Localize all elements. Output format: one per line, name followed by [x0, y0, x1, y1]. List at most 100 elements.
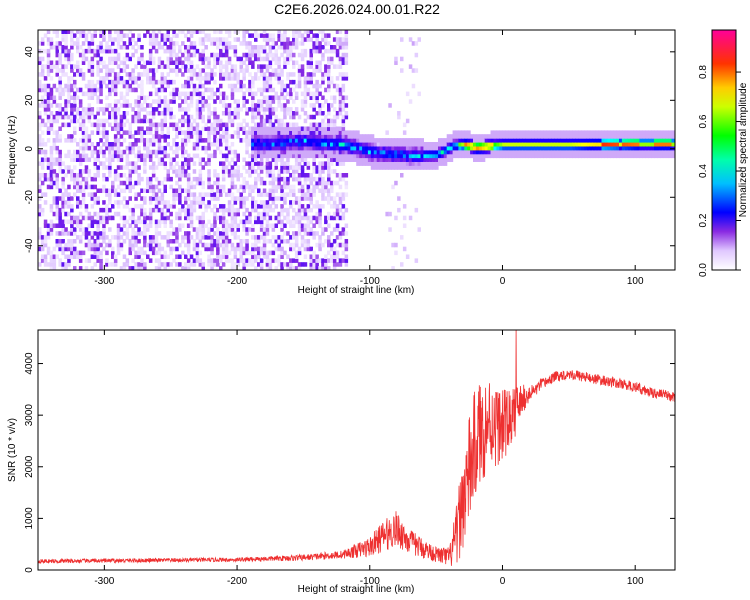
spectrogram-cell [70, 118, 74, 124]
spectrogram-cell [668, 153, 673, 159]
spectrogram-cell [108, 149, 112, 155]
spectrogram-cell [230, 72, 235, 77]
spectrogram-cell [242, 126, 246, 131]
spectrogram-cell [341, 134, 346, 139]
spectrogram-cell [493, 153, 497, 159]
spectrogram-cell [40, 37, 45, 42]
spectrogram-cell [341, 204, 346, 209]
spectrogram-cell [58, 262, 62, 267]
spectrogram-cell [84, 83, 89, 89]
spectrogram-cell [356, 145, 360, 151]
spectrogram-cell [73, 64, 77, 69]
spectrogram-cell [350, 145, 354, 151]
spectrogram-cell [67, 95, 71, 100]
spectrogram-cell [318, 103, 322, 108]
spectrogram-cell [265, 126, 270, 131]
spectrogram-cell [248, 48, 252, 54]
spectrogram-cell [280, 227, 284, 232]
spectrogram-cell [248, 219, 252, 225]
spectrogram-cell [96, 254, 100, 259]
spectrogram-cell [575, 134, 579, 139]
spectrogram-cell [411, 145, 416, 151]
spectrogram-cell [411, 165, 416, 170]
spectrogram-cell [163, 64, 167, 69]
spectrogram-cell [55, 196, 59, 201]
spectrogram-cell [651, 149, 655, 155]
spectrogram-cell [201, 37, 205, 42]
spectrogram-cell [233, 262, 238, 267]
spectrogram-cell [405, 142, 410, 147]
spectrogram-cell [184, 83, 188, 89]
spectrogram-cell [318, 68, 322, 73]
spectrogram-cell [245, 130, 249, 135]
spectrogram-cell [671, 153, 675, 159]
spectrogram-cell [52, 83, 57, 89]
spectrogram-cell [105, 45, 109, 50]
spectrogram-cell [312, 262, 316, 267]
spectrogram-cell [414, 52, 419, 58]
spectrogram-cell [119, 142, 124, 147]
spectrogram-cell [280, 118, 284, 124]
spectrogram-cell [277, 79, 281, 85]
spectrogram-cell [227, 169, 232, 174]
spectrogram-cell [61, 114, 65, 120]
spectrogram-cell [321, 134, 325, 139]
spectrogram-cell [274, 41, 278, 46]
spectrogram-cell [78, 126, 83, 131]
spectrogram-cell [184, 157, 188, 162]
spectrogram-cell [335, 52, 340, 58]
spectrogram-cell [154, 122, 159, 128]
spectrogram-cell [330, 138, 334, 143]
spectrogram-cell [300, 157, 305, 162]
spectrogram-cell [236, 227, 240, 232]
spectrogram-cell [292, 258, 296, 263]
spectrogram-cell [230, 87, 235, 93]
spectrogram-cell [315, 68, 319, 73]
spectrogram-cell [303, 87, 308, 93]
spectrogram-cell [38, 188, 42, 193]
spectrogram-cell [283, 180, 287, 186]
spectrogram-cell [224, 134, 229, 139]
spectrogram-cell [143, 142, 147, 147]
spectrogram-cell [216, 52, 220, 58]
spectrogram-cell [169, 145, 173, 151]
spectrogram-cell [268, 149, 273, 155]
spectrogram-cell [131, 118, 135, 124]
spectrogram-cell [160, 246, 165, 252]
spectrogram-cell [166, 239, 170, 244]
spectrogram-cell [525, 153, 530, 159]
spectrogram-cell [318, 60, 322, 65]
spectrogram-cell [99, 41, 103, 46]
spectrogram-cell [522, 145, 527, 151]
spectrogram-cell [280, 107, 284, 112]
spectrogram-cell [332, 153, 337, 159]
spectrogram-cell [119, 76, 124, 81]
spectrogram-cell [262, 204, 267, 209]
spectrogram-cell [394, 215, 398, 221]
spectrogram-cell [219, 41, 223, 46]
spectrogram-cell [122, 215, 127, 221]
spectrogram-cell [78, 254, 83, 259]
spectrogram-cell [84, 266, 89, 270]
spectrogram-cell [189, 99, 194, 104]
spectrogram-cell [233, 72, 238, 77]
spectrogram-cell [274, 52, 278, 58]
spectrogram-cell [81, 192, 86, 197]
spectrogram-cell [341, 76, 346, 81]
spectrogram-cell [81, 30, 86, 34]
spectrogram-cell [546, 134, 550, 139]
spectrogram-cell [76, 196, 80, 201]
spectrogram-cell [540, 153, 544, 159]
spectrogram-cell [96, 149, 100, 155]
spectrogram-cell [198, 157, 203, 162]
spectrogram-cell [119, 91, 124, 97]
spectrogram-cell [575, 142, 579, 147]
spectrogram-cell [192, 227, 197, 232]
spectrogram-cell [122, 99, 127, 104]
spectrogram-cell [189, 76, 194, 81]
spectrogram-cell [659, 130, 664, 135]
spectrogram-cell [598, 130, 603, 135]
spectrogram-cell [254, 254, 258, 259]
spectrogram-cell [76, 111, 80, 116]
spectrogram-cell [175, 254, 179, 259]
